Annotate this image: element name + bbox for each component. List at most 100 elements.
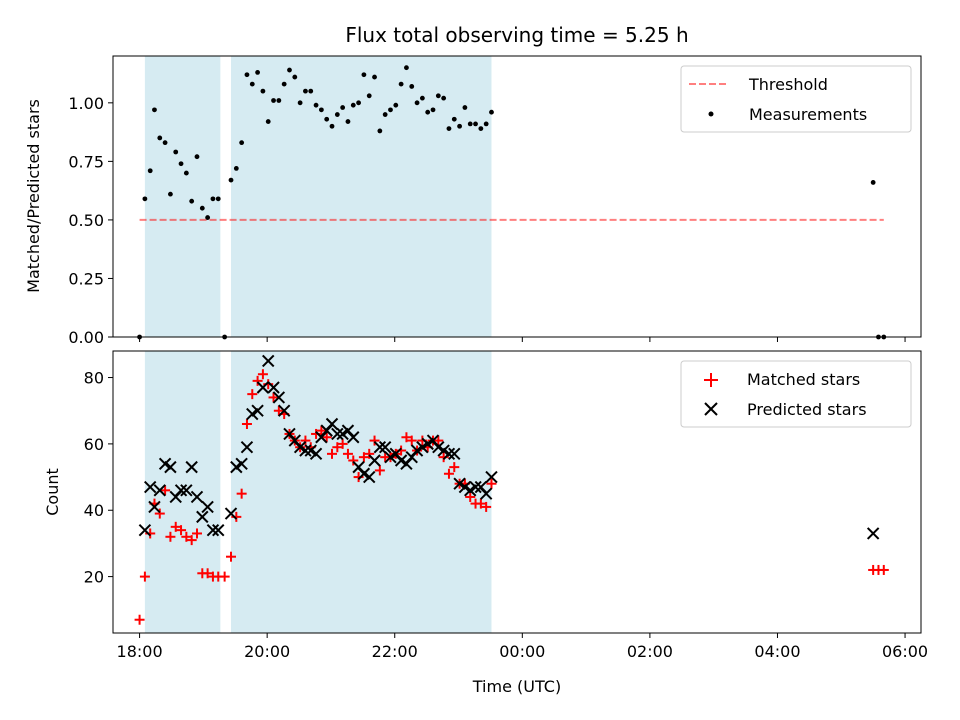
measurement-point bbox=[457, 123, 462, 129]
predicted-star-point bbox=[180, 484, 193, 497]
top-y-ticks: 0.00 0.25 0.50 0.75 1.00 bbox=[68, 94, 113, 347]
matched-star-point bbox=[160, 485, 171, 496]
measurement-point bbox=[205, 215, 211, 220]
predicted-star-point bbox=[190, 490, 204, 504]
measurement-point bbox=[473, 121, 478, 127]
matched-star-point bbox=[406, 435, 417, 446]
measurement-point bbox=[147, 168, 153, 174]
predicted-star-point bbox=[363, 470, 376, 484]
predicted-star-point bbox=[235, 457, 248, 471]
measurements-legend-label: Measurements bbox=[749, 105, 867, 124]
measurement-point bbox=[404, 65, 409, 71]
measurement-point bbox=[287, 67, 292, 73]
predicted-star-point bbox=[325, 417, 339, 431]
predicted-star-point bbox=[347, 431, 360, 444]
predicted-star-point bbox=[277, 404, 291, 417]
measurement-point bbox=[313, 102, 319, 108]
matched-star-point bbox=[465, 491, 476, 502]
predicted-star-point bbox=[185, 460, 198, 474]
matched-legend-label: Matched stars bbox=[747, 370, 860, 389]
predicted-star-point bbox=[866, 527, 880, 540]
matched-star-point bbox=[241, 418, 252, 429]
predicted-star-point bbox=[201, 500, 214, 514]
matched-star-point bbox=[300, 435, 311, 446]
measurement-point bbox=[239, 140, 245, 146]
matched-star-point bbox=[433, 435, 444, 446]
matched-star-point bbox=[401, 432, 412, 443]
measurement-point bbox=[366, 93, 372, 99]
x-axis-label: Time (UTC) bbox=[472, 677, 561, 696]
predicted-star-point bbox=[442, 447, 456, 461]
matched-star-point bbox=[443, 468, 454, 479]
measurement-point bbox=[194, 154, 200, 160]
threshold-legend-label: Threshold bbox=[748, 75, 828, 94]
y-tick-label: 20 bbox=[84, 568, 104, 587]
matched-star-point bbox=[332, 442, 343, 453]
chart-title: Flux total observing time = 5.25 h bbox=[345, 23, 688, 47]
measurement-point bbox=[350, 102, 356, 108]
measurement-point bbox=[334, 112, 340, 117]
matched-star-point bbox=[139, 571, 150, 582]
measurement-point bbox=[210, 196, 216, 202]
measurement-point bbox=[435, 93, 441, 99]
measurement-point bbox=[377, 128, 383, 134]
measurement-point bbox=[215, 196, 221, 202]
measurement-point bbox=[228, 177, 234, 183]
predicted-star-point bbox=[240, 441, 254, 454]
measurement-point bbox=[409, 84, 415, 89]
bottom-y-axis-label: Count bbox=[43, 468, 62, 516]
measurement-point bbox=[152, 107, 157, 113]
measurement-point bbox=[162, 140, 168, 146]
top-shaded-intervals bbox=[144, 56, 492, 337]
predicted-star-point bbox=[378, 441, 392, 454]
matched-star-point bbox=[191, 528, 202, 539]
predicted-star-point bbox=[251, 404, 264, 417]
measurement-point bbox=[414, 100, 420, 106]
matched-star-point bbox=[273, 405, 284, 416]
measurement-point bbox=[183, 170, 189, 176]
measurement-point bbox=[168, 191, 173, 197]
measurement-points bbox=[137, 65, 887, 340]
measurement-point bbox=[255, 69, 260, 75]
matched-star-point bbox=[342, 448, 353, 459]
matched-star-point bbox=[165, 531, 176, 542]
predicted-star-point bbox=[144, 480, 157, 494]
predicted-star-point bbox=[148, 500, 161, 514]
measurement-point bbox=[356, 100, 361, 106]
y-tick-label: 40 bbox=[84, 501, 104, 520]
matched-star-point bbox=[486, 478, 497, 489]
matched-star-point bbox=[481, 501, 492, 512]
measurements-legend-swatch bbox=[708, 111, 714, 117]
measurement-point bbox=[260, 88, 266, 94]
matched-star-point bbox=[374, 465, 385, 476]
matched-star-point bbox=[202, 568, 213, 579]
x-tick-label: 18:00 bbox=[117, 642, 163, 661]
matched-star-point bbox=[364, 448, 375, 459]
matched-star-point bbox=[369, 435, 380, 446]
predicted-star-point bbox=[196, 510, 209, 524]
top-legend-box bbox=[680, 65, 912, 133]
measurement-point bbox=[345, 119, 351, 124]
y-tick-label: 0.75 bbox=[68, 152, 104, 171]
predicted-star-point bbox=[174, 484, 188, 497]
bottom-shaded-intervals bbox=[144, 351, 492, 633]
bottom-legend-box bbox=[680, 360, 912, 428]
matched-star-point bbox=[449, 462, 460, 473]
x-tick-label: 06:00 bbox=[882, 642, 928, 661]
matched-star-point bbox=[321, 432, 332, 443]
predicted-star-point bbox=[448, 447, 461, 461]
measurement-point bbox=[446, 126, 452, 131]
matched-star-point bbox=[316, 425, 327, 436]
top-axes-frame bbox=[112, 55, 922, 338]
bottom-axes-frame bbox=[112, 350, 922, 634]
predicted-star-point bbox=[299, 444, 312, 457]
matched-star-point bbox=[337, 438, 348, 449]
measurement-point bbox=[265, 119, 271, 124]
measurement-point bbox=[870, 180, 876, 185]
measurement-point bbox=[281, 81, 287, 87]
measurement-point bbox=[324, 116, 330, 122]
matched-star-point bbox=[268, 392, 279, 403]
measurement-point bbox=[157, 135, 163, 141]
